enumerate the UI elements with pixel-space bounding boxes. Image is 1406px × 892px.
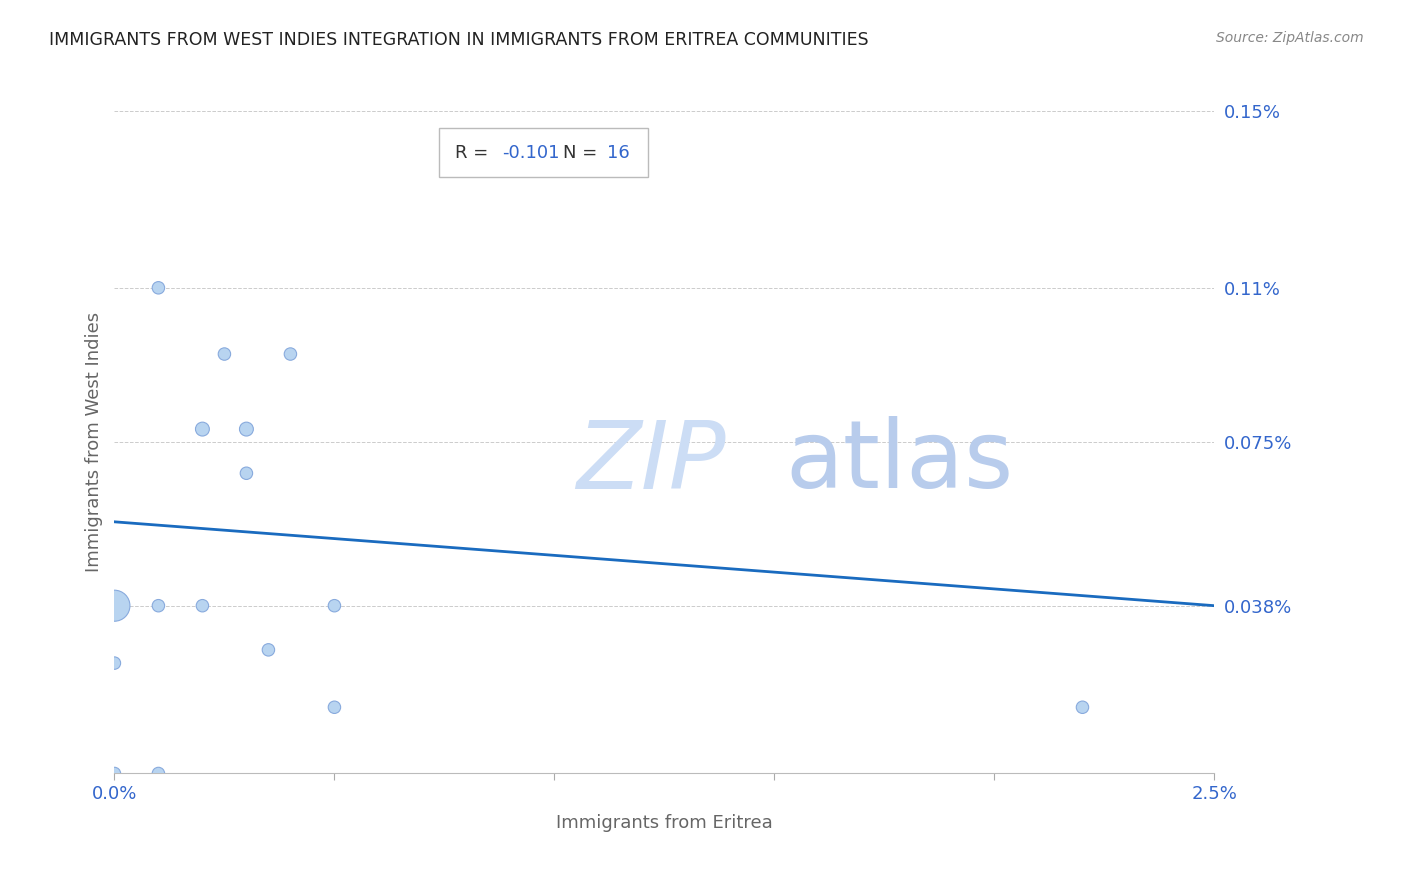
Point xyxy=(257,643,280,657)
Point xyxy=(323,599,346,613)
Point xyxy=(280,347,302,361)
Text: atlas: atlas xyxy=(786,417,1014,508)
FancyBboxPatch shape xyxy=(439,128,648,178)
Point xyxy=(103,599,125,613)
Point xyxy=(191,422,214,436)
Point xyxy=(235,422,257,436)
Point xyxy=(148,281,170,295)
Point xyxy=(148,766,170,780)
Point xyxy=(103,766,125,780)
Point xyxy=(103,656,125,670)
Point xyxy=(148,599,170,613)
X-axis label: Immigrants from Eritrea: Immigrants from Eritrea xyxy=(555,814,773,832)
Point xyxy=(323,700,346,714)
Text: N =: N = xyxy=(564,144,603,161)
Point xyxy=(214,347,236,361)
Point xyxy=(235,467,257,481)
Text: R =: R = xyxy=(456,144,495,161)
Point xyxy=(1071,700,1094,714)
Y-axis label: Immigrants from West Indies: Immigrants from West Indies xyxy=(86,312,103,573)
Text: 16: 16 xyxy=(607,144,630,161)
Text: ZIP: ZIP xyxy=(576,417,725,508)
Text: -0.101: -0.101 xyxy=(502,144,560,161)
Text: Source: ZipAtlas.com: Source: ZipAtlas.com xyxy=(1216,31,1364,45)
Point xyxy=(191,599,214,613)
Text: IMMIGRANTS FROM WEST INDIES INTEGRATION IN IMMIGRANTS FROM ERITREA COMMUNITIES: IMMIGRANTS FROM WEST INDIES INTEGRATION … xyxy=(49,31,869,49)
